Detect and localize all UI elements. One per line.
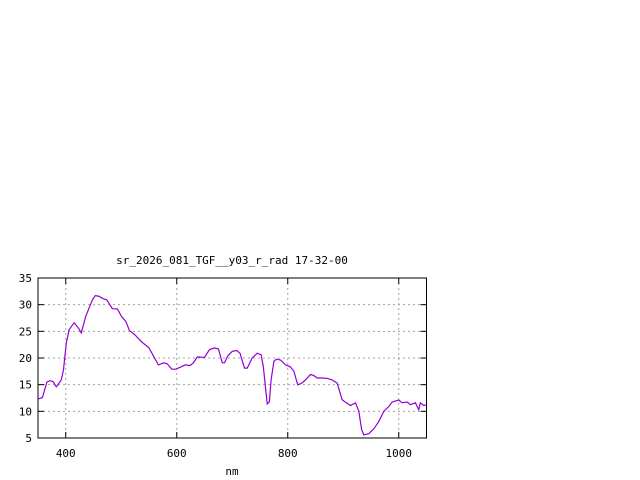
y-tick-label: 5 (25, 432, 32, 445)
x-axis-label: nm (225, 465, 239, 478)
x-tick-label: 400 (56, 447, 76, 460)
y-tick-label: 35 (19, 272, 32, 285)
y-tick-label: 10 (19, 405, 32, 418)
x-tick-label: 600 (167, 447, 187, 460)
y-tick-label: 15 (19, 379, 32, 392)
x-tick-label: 1000 (386, 447, 413, 460)
grid (38, 278, 427, 438)
y-tick-label: 20 (19, 352, 32, 365)
y-tick-label: 25 (19, 325, 32, 338)
plot-frame (37, 277, 427, 439)
y-tick-label: 30 (19, 299, 32, 312)
ticks: 5 10 15 20 25 30 35 400 600 800 1000 (19, 272, 427, 460)
chart-title: sr_2026_081_TGF__y03_r_rad 17-32-00 (116, 254, 348, 267)
series-line (37, 294, 427, 436)
x-tick-label: 800 (278, 447, 298, 460)
